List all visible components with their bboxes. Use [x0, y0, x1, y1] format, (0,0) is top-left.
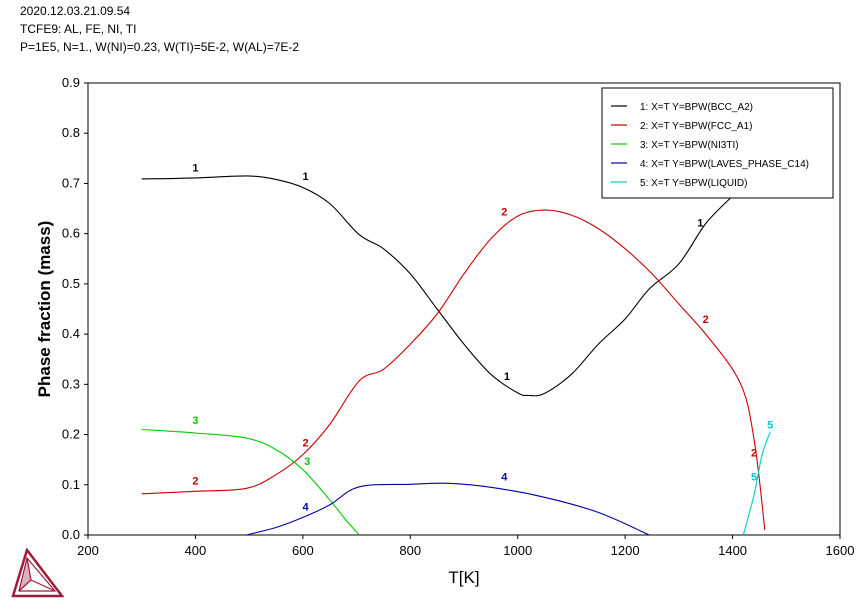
y-tick-label: 0.5: [62, 276, 80, 291]
curve-label-2: 2: [703, 314, 709, 326]
curve-label-3: 3: [304, 456, 310, 468]
curve-label-5: 5: [751, 471, 757, 483]
y-axis-title: Phase fraction (mass): [35, 221, 54, 398]
legend-entry-1: 1: X=T Y=BPW(BCC_A2): [640, 102, 753, 113]
x-tick-label: 200: [77, 543, 99, 558]
x-tick-label: 1200: [611, 543, 640, 558]
y-tick-label: 0.7: [62, 175, 80, 190]
y-tick-label: 0.9: [62, 75, 80, 90]
y-tick-label: 0.8: [62, 125, 80, 140]
y-tick-label: 0.0: [62, 527, 80, 542]
curve-label-2: 2: [751, 448, 757, 460]
curve-label-2: 2: [302, 438, 308, 450]
curve-label-1: 1: [302, 171, 308, 183]
series-line-3: [141, 428, 360, 535]
x-tick-label: 400: [185, 543, 207, 558]
y-tick-label: 0.2: [62, 427, 80, 442]
y-tick-label: 0.3: [62, 376, 80, 391]
conditions-info: P=1E5, N=1., W(NI)=0.23, W(TI)=5E-2, W(A…: [20, 40, 300, 54]
x-axis-title: T[K]: [448, 568, 479, 587]
legend-entry-3: 3: X=T Y=BPW(NI3TI): [640, 140, 739, 151]
x-tick-label: 1400: [718, 543, 747, 558]
y-tick-label: 0.1: [62, 477, 80, 492]
x-tick-label: 1000: [503, 543, 532, 558]
curve-label-4: 4: [501, 471, 508, 483]
legend-box: [601, 87, 834, 199]
legend-entry-4: 4: X=T Y=BPW(LAVES_PHASE_C14): [640, 159, 809, 170]
curve-label-1: 1: [504, 371, 510, 383]
curve-label-5: 5: [767, 420, 773, 432]
curve-label-2: 2: [192, 475, 198, 487]
curve-label-3: 3: [192, 415, 198, 427]
calc-timestamp: 2020.12.03.21.09.54: [20, 4, 131, 18]
x-tick-label: 600: [292, 543, 314, 558]
curve-label-1: 1: [192, 162, 198, 174]
x-tick-label: 1600: [826, 543, 855, 558]
y-tick-label: 0.6: [62, 226, 80, 241]
legend: 1: X=T Y=BPW(BCC_A2) 2: X=T Y=BPW(FCC_A1)…: [601, 87, 834, 199]
series-line-4: [246, 482, 650, 535]
curve-label-2: 2: [501, 207, 507, 219]
series-line-5: [742, 431, 771, 535]
series-line-2: [141, 209, 766, 531]
x-tick-label: 800: [399, 543, 421, 558]
curve-label-1: 1: [697, 218, 703, 230]
series-line-1: [141, 175, 733, 397]
y-tick-label: 0.4: [62, 326, 80, 341]
database-info: TCFE9: AL, FE, NI, TI: [20, 22, 137, 36]
legend-entry-5: 5: X=T Y=BPW(LIQUID): [640, 178, 747, 189]
legend-entry-2: 2: X=T Y=BPW(FCC_A1): [640, 121, 752, 132]
curve-label-4: 4: [302, 501, 309, 513]
thermo-calc-triangle-logo-icon: [11, 548, 65, 598]
plot-frame: [87, 82, 841, 536]
